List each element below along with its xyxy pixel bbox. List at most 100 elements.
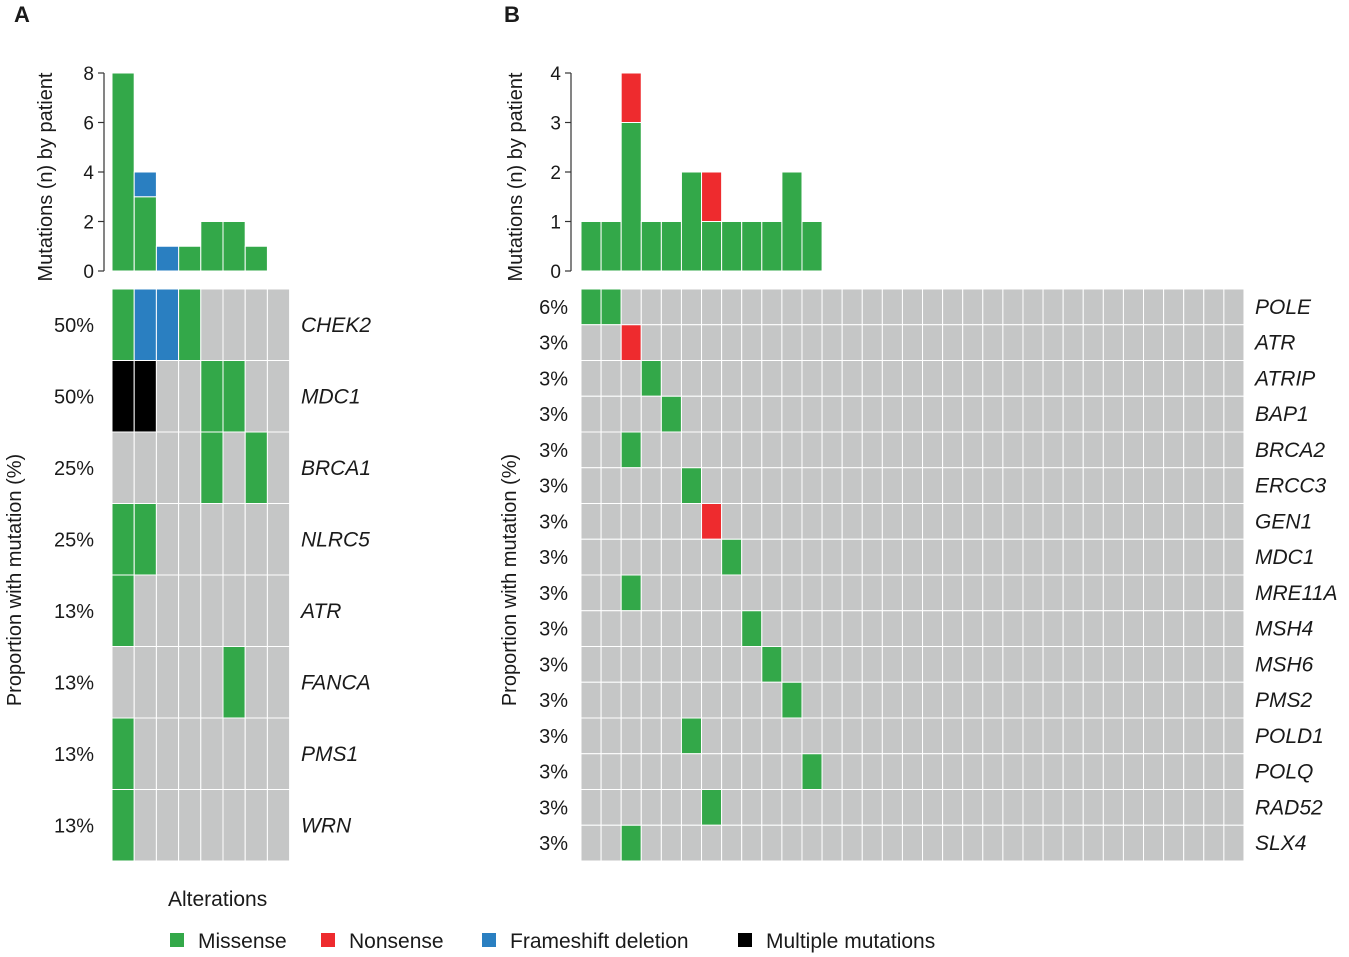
panel-b-cell-rad52 xyxy=(922,789,944,826)
panel-b-cell-rad52 xyxy=(942,789,964,826)
panel-a-row-gene: MDC1 xyxy=(301,385,361,408)
panel-b-cell-pold1 xyxy=(741,717,763,755)
panel-b-cell-rad52 xyxy=(1183,789,1205,826)
panel-a-cell-fanca xyxy=(266,646,291,719)
panel-b-bar-missense xyxy=(741,221,763,272)
panel-b-cell-brca2 xyxy=(1203,431,1225,469)
panel-a-cell-mdc1 xyxy=(133,360,157,433)
panel-b-cell-pold1 xyxy=(881,717,903,755)
panel-b-cell-mre11a xyxy=(781,574,803,612)
panel-b-row-pct: 3% xyxy=(539,797,568,819)
panel-b-cell-bap1 xyxy=(922,395,944,433)
panel-b-row-gene: MSH4 xyxy=(1255,618,1313,641)
legend-swatch-nonsense xyxy=(321,933,335,947)
panel-b-cell-pms2 xyxy=(1183,681,1205,719)
panel-b-cell-mdc1 xyxy=(1082,538,1104,576)
panel-b-cell-atrip xyxy=(942,360,964,397)
panel-b-cell-bap1 xyxy=(1223,395,1245,433)
panel-b-cell-atr xyxy=(962,324,984,361)
panel-a: A 0 2 4 6 8 Mutations (n) by patient 50% CHEK2 50… xyxy=(4,2,371,862)
panel-a-cell-brca1 xyxy=(244,431,268,504)
panel-b-cell-mre11a xyxy=(901,574,924,612)
panel-b-cell-brca2 xyxy=(1062,431,1084,469)
panel-b-cell-msh6 xyxy=(620,646,642,683)
panel-b-cell-msh6 xyxy=(680,646,703,683)
panel-a-row-pct: 25% xyxy=(54,458,94,480)
panel-a-row-gene: NLRC5 xyxy=(301,528,370,551)
panel-a-cell-brca1 xyxy=(266,431,291,504)
panel-b-cell-rad52 xyxy=(1143,789,1165,826)
panel-b-cell-rad52 xyxy=(1082,789,1104,826)
panel-b-cell-mdc1 xyxy=(1122,538,1145,576)
panel-b-cell-msh4 xyxy=(1122,610,1145,647)
panel-b-cell-pms2 xyxy=(1163,681,1185,719)
panel-b-cell-pold1 xyxy=(821,717,843,755)
panel-b-cell-ercc3 xyxy=(781,467,803,504)
panel-b-cell-polq xyxy=(982,753,1004,790)
panel-b-cell-atrip xyxy=(801,360,823,397)
panel-b-cell-mre11a xyxy=(982,574,1004,612)
panel-b-cell-gen1 xyxy=(761,503,783,540)
panel-b-cell-msh4 xyxy=(1203,610,1225,647)
panel-b-cell-ercc3 xyxy=(1223,467,1245,504)
panel-b-cell-polq xyxy=(1183,753,1205,790)
panel-a-cell-atr xyxy=(266,574,291,647)
panel-b-cell-msh6 xyxy=(1163,646,1185,683)
panel-b-cell-pms2 xyxy=(741,681,763,719)
panel-a-row-gene: BRCA1 xyxy=(301,457,371,480)
panel-b-cell-polq xyxy=(922,753,944,790)
panel-b-cell-rad52 xyxy=(761,789,783,826)
panel-a-cell-pms1 xyxy=(222,717,246,790)
panel-a-cell-wrn xyxy=(244,789,268,862)
panel-b-cell-rad52 xyxy=(640,789,662,826)
panel-b-cell-pold1 xyxy=(901,717,924,755)
panel-b-cell-mdc1 xyxy=(962,538,984,576)
panel-a-cell-pms1 xyxy=(155,717,180,790)
panel-b-cell-atr xyxy=(861,324,883,361)
panel-b-cell-rad52 xyxy=(1102,789,1124,826)
panel-a-bar-y-tick-label: 8 xyxy=(83,64,94,85)
panel-b-letter: B xyxy=(504,2,520,27)
panel-b-cell-polq xyxy=(841,753,863,790)
panel-b-cell-msh4 xyxy=(741,610,763,647)
panel-b-cell-slx4 xyxy=(922,824,944,862)
panel-b-cell-polq xyxy=(901,753,924,790)
panel-b-cell-msh6 xyxy=(821,646,843,683)
panel-b-cell-atr xyxy=(1163,324,1185,361)
panel-b-cell-pole xyxy=(580,288,602,326)
panel-b-cell-atrip xyxy=(1002,360,1024,397)
panel-a-cell-atr xyxy=(133,574,157,647)
panel-b-cell-atr xyxy=(1183,324,1205,361)
panel-b-cell-mdc1 xyxy=(620,538,642,576)
panel-b-cell-rad52 xyxy=(861,789,883,826)
panel-b-row-gene: MSH6 xyxy=(1255,653,1314,676)
panel-a-cell-chek2 xyxy=(200,288,224,361)
panel-b-row-gene: GEN1 xyxy=(1255,510,1312,533)
panel-b-cell-atr xyxy=(640,324,662,361)
panel-b-cell-slx4 xyxy=(1223,824,1245,862)
panel-b-cell-pms2 xyxy=(881,681,903,719)
panel-a-cell-atr xyxy=(222,574,246,647)
panel-b-cell-bap1 xyxy=(1002,395,1024,433)
panel-b-cell-atr xyxy=(680,324,703,361)
panel-b-cell-pold1 xyxy=(801,717,823,755)
panel-b-cell-msh4 xyxy=(1163,610,1185,647)
panel-b-cell-mre11a xyxy=(761,574,783,612)
panel-b-cell-msh6 xyxy=(962,646,984,683)
panel-b-cell-brca2 xyxy=(580,431,602,469)
panel-b-cell-slx4 xyxy=(600,824,622,862)
panel-b-cell-slx4 xyxy=(901,824,924,862)
panel-b-cell-pole xyxy=(901,288,924,326)
panel-b-cell-atr xyxy=(942,324,964,361)
panel-b-cell-atrip xyxy=(680,360,703,397)
panel-b-cell-pms2 xyxy=(861,681,883,719)
panel-a-bar-y-title: Mutations (n) by patient xyxy=(35,72,57,281)
panel-b-cell-brca2 xyxy=(640,431,662,469)
panel-b-cell-pold1 xyxy=(680,717,703,755)
panel-b-cell-polq xyxy=(962,753,984,790)
panel-b-cell-mre11a xyxy=(942,574,964,612)
panel-b-cell-pold1 xyxy=(1002,717,1024,755)
panel-b-cell-gen1 xyxy=(1143,503,1165,540)
panel-b-bar-missense xyxy=(801,221,823,272)
panel-b-cell-pold1 xyxy=(1183,717,1205,755)
